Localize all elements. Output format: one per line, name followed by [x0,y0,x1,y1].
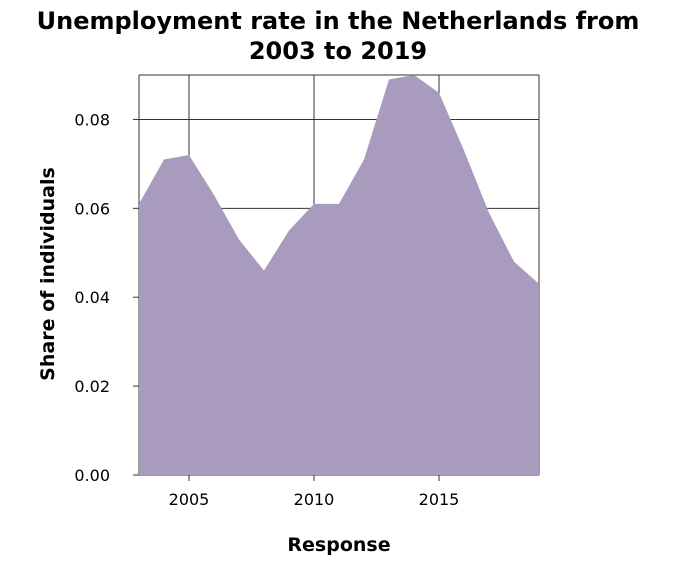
plot-area: 2005 2010 2015 0.00 0.02 0.04 0.06 0.08 [74,74,540,509]
x-tick-label-0: 2005 [169,490,210,509]
x-tick-label-1: 2010 [294,490,335,509]
y-tick-label-0: 0.00 [74,466,110,485]
y-tick-label-4: 0.08 [74,110,110,129]
y-axis-label: Share of individuals [37,167,59,381]
chart-title-line-2: 2003 to 2019 [249,37,427,65]
x-tick-label-2: 2015 [419,490,460,509]
y-tick-label-1: 0.02 [74,377,110,396]
y-tick-label-2: 0.04 [74,288,110,307]
chart-title: Unemployment rate in the Netherlands fro… [37,7,640,65]
chart-title-line-1: Unemployment rate in the Netherlands fro… [37,7,640,35]
area-series [139,75,539,475]
x-axis-label: Response [287,534,390,556]
y-tick-label-3: 0.06 [74,199,110,218]
